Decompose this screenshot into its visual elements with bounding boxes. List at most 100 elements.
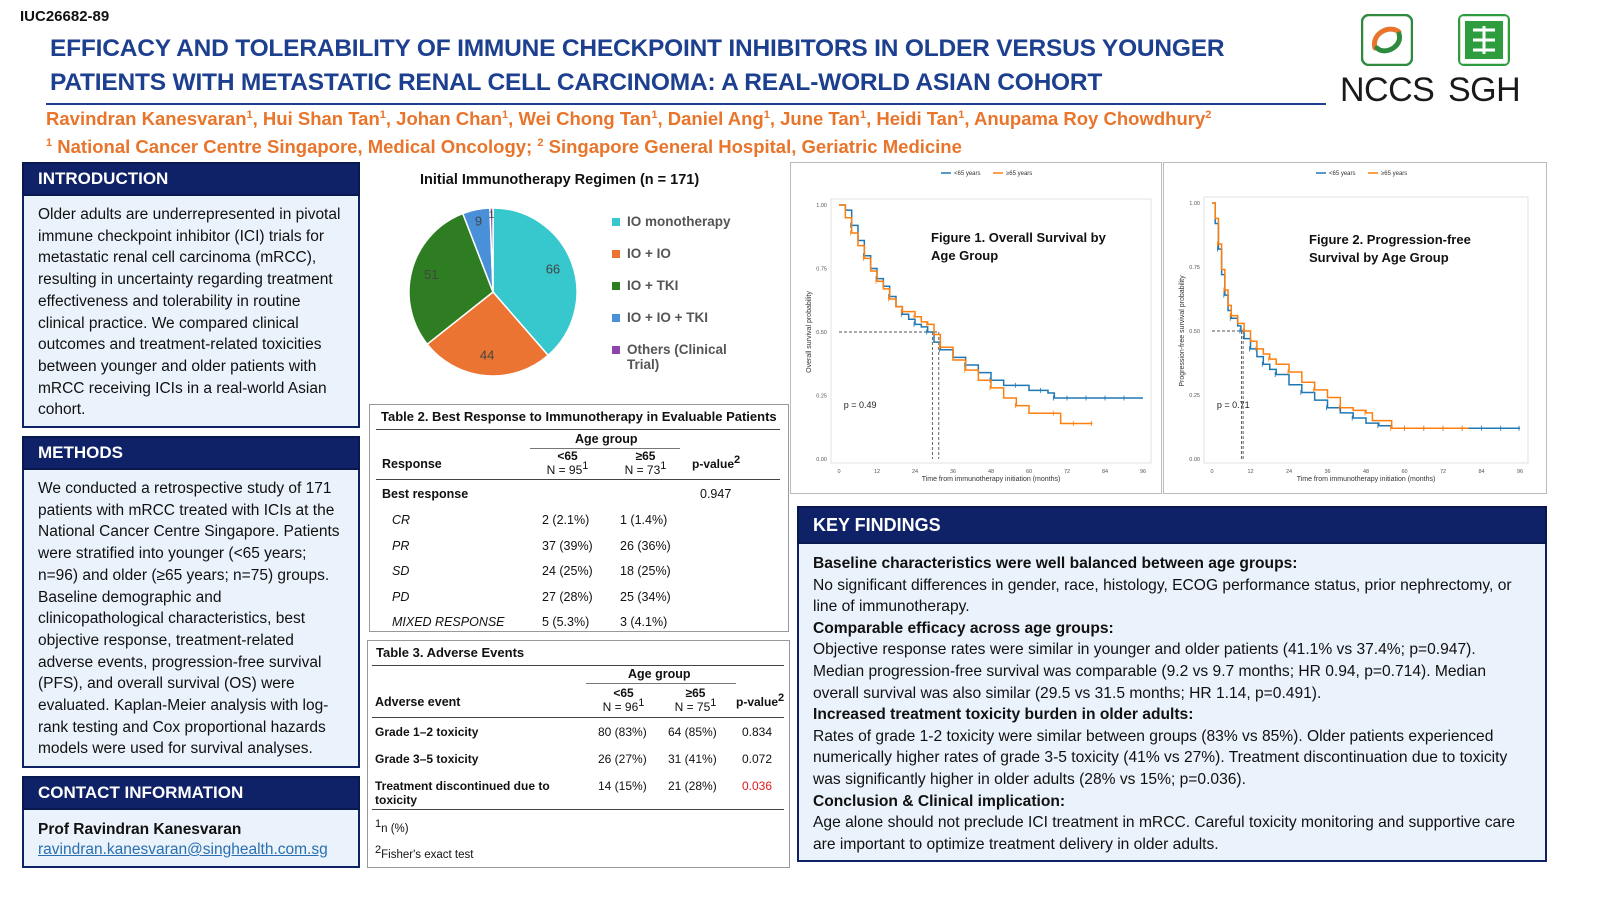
- table2-section-label: Best response: [382, 487, 469, 501]
- table2-header-rule: [376, 479, 780, 480]
- plot-area: [1203, 196, 1529, 464]
- table3-cell-old: 21 (28%): [668, 779, 717, 793]
- table2-n-sup-young: 1: [582, 460, 589, 472]
- legend-label: IO monotherapy: [627, 214, 731, 229]
- table3-col-young-label: <65: [613, 686, 634, 700]
- table3-cell-young: 80 (83%): [598, 725, 647, 739]
- table3-col-old: ≥65 N = 751: [658, 686, 733, 714]
- contact-body: Prof Ravindran Kanesvaran ravindran.kane…: [22, 810, 360, 868]
- table2-section-p: 0.947: [700, 487, 732, 501]
- x-tick-label: 36: [1324, 469, 1330, 475]
- pie-legend-item: Others (Clinical Trial): [612, 342, 745, 372]
- table3-p-sup: 2: [778, 692, 785, 704]
- table3-frame: Table 3. Adverse Events Age group Advers…: [367, 640, 790, 868]
- y-tick-label: 1.00: [1189, 201, 1200, 207]
- x-tick-label: 48: [1363, 469, 1369, 475]
- pie-data-label: 44: [480, 348, 494, 363]
- author-name: Hui Shan Tan: [262, 108, 380, 129]
- x-tick-label: 36: [950, 469, 956, 475]
- plot-area: [830, 198, 1152, 464]
- key-findings-body: Baseline characteristics were well balan…: [797, 544, 1547, 862]
- table2-col-p: p-value2: [692, 455, 740, 472]
- author-sup: 1: [859, 108, 867, 121]
- table2-col-young-label: <65: [557, 449, 578, 463]
- poster-title: EFFICACY AND TOLERABILITY OF IMMUNE CHEC…: [50, 32, 1330, 100]
- table2-col-young-n: N = 95: [546, 463, 583, 477]
- finding-text: No significant differences in gender, ra…: [813, 576, 1512, 616]
- p-value-annotation: p = 0.71: [1217, 400, 1250, 410]
- author-list: Ravindran Kanesvaran1, Hui Shan Tan1, Jo…: [46, 108, 1212, 129]
- table2-cell-label: CR: [392, 513, 411, 527]
- table3-top-rule: [372, 665, 784, 666]
- pie-slice: [426, 290, 550, 377]
- x-tick-label: 96: [1517, 469, 1523, 475]
- table2-cell-young: 37 (39%): [542, 538, 593, 553]
- author-name: Ravindran Kanesvaran: [46, 108, 247, 129]
- table3-cell-p: 0.072: [742, 752, 773, 766]
- finding-heading: Baseline characteristics were well balan…: [813, 555, 1298, 572]
- author-sup: 1: [246, 108, 253, 121]
- figure2-title: Figure 2. Progression-free Survival by A…: [1309, 232, 1471, 265]
- pie-legend-item: IO + IO + TKI: [612, 310, 745, 325]
- table3-footnote-2: 2Fisher's exact test: [375, 845, 473, 861]
- pie-data-label: 66: [546, 262, 560, 277]
- introduction-heading: INTRODUCTION: [22, 162, 360, 196]
- table2-cell-label: SD: [392, 564, 410, 578]
- author-sup: 1: [651, 108, 658, 121]
- table3-cell-old: 64 (85%): [668, 725, 717, 739]
- author-name: Heidi Tan: [876, 108, 959, 129]
- legend-label: IO + IO + TKI: [627, 310, 709, 325]
- finding-text: Rates of grade 1-2 toxicity were similar…: [813, 727, 1508, 788]
- x-tick-label: 12: [1247, 469, 1253, 475]
- key-findings-heading: KEY FINDINGS: [797, 506, 1547, 544]
- x-tick-label: 60: [1026, 469, 1032, 475]
- table3-header-rule: [372, 717, 784, 718]
- title-line-1: EFFICACY AND TOLERABILITY OF IMMUNE CHEC…: [50, 35, 1225, 62]
- table2-title: Table 2. Best Response to Immunotherapy …: [381, 409, 777, 424]
- table2-cell-old: 3 (4.1%): [620, 615, 668, 629]
- table3-cell-label: Treatment discontinued due to toxicity: [375, 779, 550, 807]
- figure1-km-chart: 0.00 0.25 0.50 0.75 1.00 0 12 24 36 48 60 72 84 96 Tim…: [806, 171, 1152, 483]
- table2-col-old: ≥65 N = 731: [608, 449, 683, 477]
- figure1-frame: 0.00 0.25 0.50 0.75 1.00 0 12 24 36 48 60 72 84 96 Tim…: [790, 162, 1162, 494]
- legend-swatch: [612, 314, 620, 322]
- pie-legend-item: IO + IO: [612, 246, 745, 261]
- pie-slice: [489, 207, 494, 293]
- finding-heading: Comparable efficacy across age groups:: [813, 619, 1114, 637]
- table2-cell-young: 24 (25%): [542, 564, 593, 578]
- legend-swatch: [612, 250, 620, 258]
- y-tick-label: 0.75: [1189, 265, 1200, 271]
- contact-email-link[interactable]: ravindran.kanesvaran@singhealth.com.sg: [38, 841, 328, 858]
- survival-curve: [839, 204, 1143, 399]
- table2-col-old-n: N = 73: [624, 463, 661, 477]
- pie-data-label: 51: [424, 267, 438, 282]
- table2-group-rule: [530, 448, 680, 449]
- legend-swatch: [612, 346, 620, 354]
- table3-foot1-sup: 1: [375, 818, 382, 831]
- table2-cell-old: 18 (25%): [620, 564, 671, 578]
- legend-swatch: [612, 282, 620, 290]
- pie-data-label: 9: [475, 213, 482, 228]
- table3-group-header: Age group: [628, 667, 691, 681]
- table3-cell-young: 26 (27%): [598, 752, 647, 766]
- pie-slice: [492, 207, 578, 357]
- methods-body: We conducted a retrospective study of 17…: [22, 470, 360, 768]
- contact-heading: CONTACT INFORMATION: [22, 776, 360, 810]
- affiliation-2: Singapore General Hospital, Geriatric Me…: [548, 136, 962, 157]
- author-name: Wei Chong Tan: [518, 108, 652, 129]
- table3-n-sup-young: 1: [638, 697, 645, 709]
- table2-cell-old: 1 (1.4%): [620, 513, 668, 527]
- table3-foot2-sup: 2: [375, 844, 382, 857]
- x-tick-label: 24: [912, 469, 918, 475]
- nccs-logo: NCCS: [1340, 13, 1435, 109]
- legend-label: IO + TKI: [627, 278, 679, 293]
- title-divider: [46, 103, 1326, 105]
- finding-heading: Conclusion & Clinical implication:: [813, 792, 1066, 810]
- figure2-km-chart: 0.00 0.25 0.50 0.75 1.00 0 12 24 36 48 60 72 84 96 Tim…: [1179, 171, 1529, 483]
- table2-col-response: Response: [382, 457, 442, 471]
- legend-label: ≥65 years: [1006, 171, 1032, 177]
- y-tick-label: 0.00: [816, 457, 827, 463]
- survival-curve: [839, 204, 1093, 425]
- author-name: Daniel Ang: [667, 108, 764, 129]
- nccs-logo-text: NCCS: [1340, 71, 1435, 109]
